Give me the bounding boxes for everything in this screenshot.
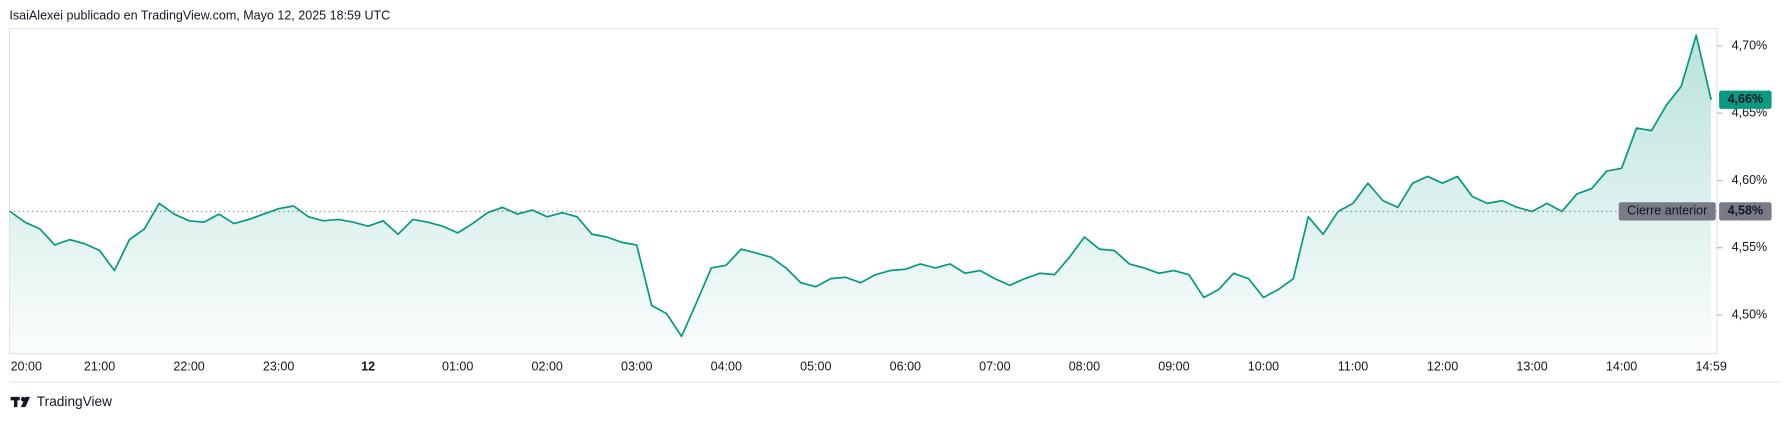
x-tick-label: 07:00 — [979, 360, 1010, 374]
x-tick-label: 04:00 — [711, 360, 742, 374]
x-tick-label: 12 — [361, 360, 375, 374]
x-tick-label: 14:00 — [1606, 360, 1637, 374]
x-tick-label: 02:00 — [532, 360, 563, 374]
x-tick-label: 05:00 — [800, 360, 831, 374]
logo — [10, 396, 30, 408]
x-tick-label: 12:00 — [1427, 360, 1458, 374]
y-tick-label: 4,70% — [1732, 38, 1768, 52]
x-tick-label: 10:00 — [1248, 360, 1279, 374]
x-tick-label: 08:00 — [1069, 360, 1100, 374]
x-tick-label: 11:00 — [1338, 360, 1368, 374]
y-tick-label: 4,60% — [1732, 173, 1768, 187]
x-tick-label: 03:00 — [621, 360, 652, 374]
x-tick-label: 20:00 — [11, 360, 42, 374]
header-text: IsaiAlexei publicado en TradingView.com,… — [9, 8, 390, 22]
x-tick-label: 09:00 — [1158, 360, 1189, 374]
x-tick-label: 14:59 — [1695, 360, 1726, 374]
x-tick-label: 21:00 — [84, 360, 115, 374]
previous-close-name: Cierre anterior — [1627, 204, 1707, 218]
x-tick-label: 22:00 — [173, 360, 204, 374]
footer-brand: TradingView — [37, 394, 112, 409]
y-tick-label: 4,65% — [1732, 106, 1768, 120]
last-value-label: 4,66% — [1728, 92, 1764, 106]
x-tick-label: 13:00 — [1516, 360, 1547, 374]
x-tick-label: 23:00 — [263, 360, 294, 374]
previous-close-badge — [1719, 202, 1772, 221]
plot-frame — [8, 27, 1718, 355]
previous-close-label: 4,58% — [1728, 204, 1764, 218]
y-tick-label: 4,55% — [1732, 240, 1768, 254]
line — [9, 34, 1712, 338]
x-tick-label: 01:00 — [442, 360, 473, 374]
last-value-badge — [1719, 90, 1772, 109]
x-tick-label: 06:00 — [890, 360, 921, 374]
previous-close-name-badge — [1618, 202, 1716, 221]
area — [10, 35, 1712, 352]
y-tick-label: 4,50% — [1732, 307, 1768, 321]
